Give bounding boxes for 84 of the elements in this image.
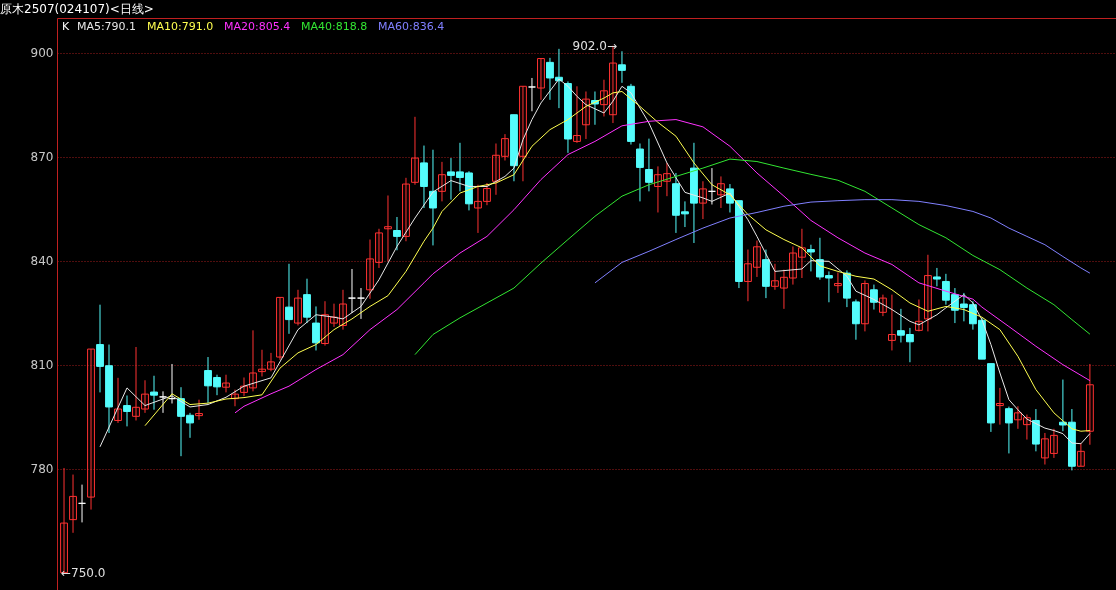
- candlestick: [573, 85, 581, 144]
- candlestick: [384, 194, 392, 262]
- candlestick: [501, 133, 509, 161]
- candlestick: [195, 399, 203, 421]
- candlestick: [924, 254, 932, 332]
- candlestick: [87, 348, 95, 511]
- candlestick: [222, 374, 230, 393]
- candlestick: [798, 228, 806, 279]
- candlestick: [771, 263, 779, 291]
- y-tick-label: 900: [30, 46, 54, 61]
- annotation: ←750.0: [61, 565, 106, 580]
- y-tick-label: 870: [30, 150, 54, 165]
- candlestick: [744, 249, 752, 302]
- candlestick: [114, 377, 122, 424]
- candlestick: [393, 216, 401, 251]
- y-tick-label: 810: [30, 358, 54, 373]
- candlestick: [330, 303, 338, 328]
- line-series: [594, 199, 1091, 284]
- candlestick: [267, 352, 275, 372]
- candlestick: [888, 294, 896, 351]
- candlestick: [474, 184, 482, 234]
- candlestick: [366, 239, 374, 300]
- candlestick: [780, 269, 788, 310]
- y-tick-label: 840: [30, 254, 54, 269]
- candlestick: [519, 85, 527, 182]
- candlestick: [411, 116, 419, 186]
- candlestick: [285, 263, 293, 335]
- candlestick: [879, 294, 887, 317]
- candlestick: [69, 474, 77, 534]
- candlestick: [789, 245, 797, 286]
- text: K: [62, 20, 70, 33]
- candlestick: [618, 50, 626, 84]
- candlestick: [645, 138, 653, 192]
- candlestick: [312, 305, 320, 351]
- text: MA10:791.0: [147, 20, 214, 33]
- candlestick: [321, 300, 329, 347]
- candlestick: [1013, 405, 1022, 430]
- candlestick: [339, 289, 347, 331]
- candlestick: [834, 271, 842, 294]
- candlestick: [1040, 432, 1049, 466]
- text: MA5:790.1: [76, 20, 137, 33]
- candlestick: [150, 375, 158, 411]
- candlestick: [1076, 442, 1085, 467]
- candlestick: [141, 379, 149, 414]
- candlestick: [600, 79, 608, 117]
- candlestick: [1085, 363, 1094, 446]
- candlestick: [123, 395, 131, 427]
- line-series: [414, 158, 1091, 356]
- y-tick-label: 780: [30, 462, 54, 477]
- candlestick: [654, 165, 662, 213]
- candlestick: [753, 240, 761, 278]
- candlestick: [537, 58, 545, 101]
- candlestick: [132, 346, 140, 421]
- candlestick: [420, 145, 428, 209]
- candlestick: [249, 329, 257, 392]
- candlestick: [861, 279, 869, 332]
- text: MA40:818.8: [301, 20, 368, 33]
- candlestick: [582, 90, 590, 140]
- candlestick: [1031, 408, 1040, 452]
- candlestick: [933, 267, 941, 287]
- candlestick: [483, 182, 491, 206]
- candlestick: [294, 289, 302, 326]
- candlestick: [492, 142, 500, 196]
- candlestick: [276, 296, 284, 361]
- candlestick: [429, 149, 437, 246]
- candlestick: [1049, 428, 1058, 459]
- candlestick: [375, 228, 383, 269]
- chart-title: 原木2507(024107)<日线>: [0, 2, 154, 16]
- candlestick: [699, 180, 707, 220]
- candlestick: [995, 387, 1004, 426]
- text: MA60:836.4: [378, 20, 445, 33]
- candlestick: [303, 278, 311, 324]
- candlestick: [438, 161, 446, 202]
- annotation: 902.0→: [572, 38, 617, 53]
- candlestick: [636, 142, 644, 202]
- candlestick: [1004, 406, 1013, 454]
- candlestick: [915, 298, 923, 332]
- candlestick: [258, 349, 266, 377]
- candlestick: [402, 177, 410, 242]
- candlestick: [870, 284, 878, 311]
- candlestick: [807, 244, 815, 272]
- line-series: [234, 119, 1091, 414]
- text: MA20:805.4: [224, 20, 291, 33]
- candlestick: [852, 298, 860, 341]
